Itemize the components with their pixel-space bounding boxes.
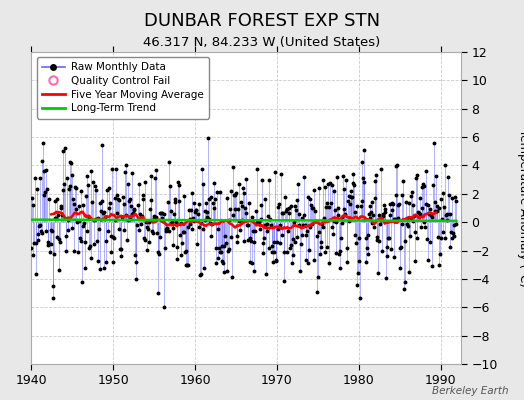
Text: 46.317 N, 84.233 W (United States): 46.317 N, 84.233 W (United States) <box>144 36 380 49</box>
Text: DUNBAR FOREST EXP STN: DUNBAR FOREST EXP STN <box>144 12 380 30</box>
Legend: Raw Monthly Data, Quality Control Fail, Five Year Moving Average, Long-Term Tren: Raw Monthly Data, Quality Control Fail, … <box>37 57 209 118</box>
Text: Berkeley Earth: Berkeley Earth <box>432 386 508 396</box>
Y-axis label: Temperature Anomaly (°C): Temperature Anomaly (°C) <box>517 129 524 287</box>
